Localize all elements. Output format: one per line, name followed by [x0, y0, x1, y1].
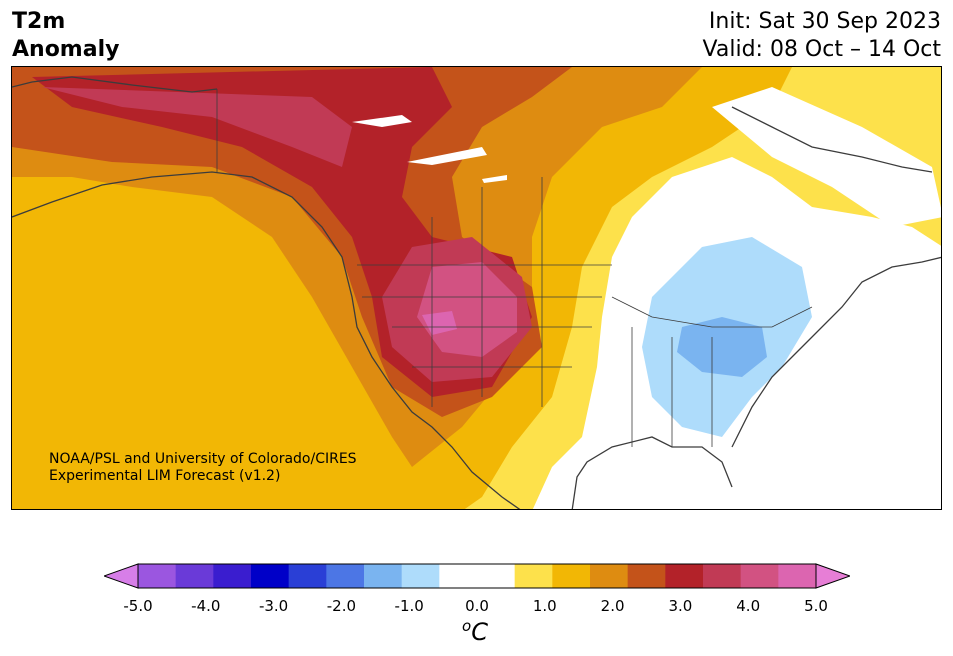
map-svg — [12, 67, 941, 509]
colorbar-extend-low — [104, 563, 139, 589]
colorbar-swatch — [552, 564, 591, 588]
tick-label: -3.0 — [258, 597, 289, 615]
anomaly-map: NOAA/PSL and University of Colorado/CIRE… — [11, 66, 942, 510]
colorbar-swatch — [251, 564, 290, 588]
title-line-1: T2m — [12, 9, 66, 34]
colorbar-extend-high — [815, 563, 850, 589]
colorbar-swatch — [477, 564, 516, 588]
colorbar-swatch — [175, 564, 214, 588]
date-info: Init: Sat 30 Sep 2023 Valid: 08 Oct – 14… — [703, 8, 941, 64]
tick-label: -4.0 — [191, 597, 221, 615]
borders — [216, 89, 813, 447]
colorbar-swatch — [138, 564, 177, 588]
colorbar-swatch — [778, 564, 817, 588]
tick-label: 1.0 — [532, 597, 557, 615]
cool-region-minus-1-5c — [677, 317, 767, 377]
map-title: T2m Anomaly — [12, 8, 119, 64]
tick-label: 2.0 — [600, 597, 625, 615]
colorbar-swatch — [627, 564, 666, 588]
lake — [482, 175, 507, 183]
colorbar-swatch — [401, 564, 440, 588]
unit-superscript: o — [462, 617, 472, 635]
colorbar-swatch — [703, 564, 742, 588]
lake — [352, 115, 412, 127]
colorbar-swatch — [590, 564, 629, 588]
colorbar-swatch — [364, 564, 403, 588]
colorbar-swatch — [326, 564, 365, 588]
colorbar-swatch — [213, 564, 252, 588]
tick-label: 3.0 — [668, 597, 693, 615]
tick-label: -5.0 — [123, 597, 153, 615]
colorbar-swatch — [665, 564, 704, 588]
unit-label: oC — [462, 617, 488, 646]
credit-line-1: NOAA/PSL and University of Colorado/CIRE… — [49, 451, 357, 467]
colorbar-border — [137, 563, 817, 589]
tick-label: 4.0 — [736, 597, 761, 615]
tick-label: 5.0 — [804, 597, 828, 615]
tick-label: -1.0 — [394, 597, 424, 615]
unit-text: C — [471, 618, 488, 646]
credit-line-2: Experimental LIM Forecast (v1.2) — [49, 468, 281, 484]
lake — [407, 147, 487, 165]
warm-region-5c — [422, 311, 457, 335]
coastlines — [12, 76, 941, 509]
credit-text: NOAA/PSL and University of Colorado/CIRE… — [49, 451, 357, 485]
colorbar-swatch — [439, 564, 478, 588]
valid-date: Valid: 08 Oct – 14 Oct — [702, 37, 941, 62]
init-date: Init: Sat 30 Sep 2023 — [708, 9, 941, 34]
colorbar-swatch — [514, 564, 553, 588]
tick-label: -2.0 — [326, 597, 357, 615]
neutral-northeast — [712, 87, 941, 227]
colorbar — [104, 563, 850, 589]
colorbar-ticks: -5.0 -4.0 -3.0 -2.0 -1.0 0.0 1.0 2.0 3.0 4.0 5.0 — [0, 597, 953, 617]
colorbar-swatch — [740, 564, 779, 588]
warm-region-3-5c — [42, 87, 352, 167]
tick-label: 0.0 — [465, 597, 489, 615]
title-line-2: Anomaly — [12, 37, 120, 62]
colorbar-swatch — [288, 564, 327, 588]
warm-region-4-5c — [417, 262, 517, 357]
